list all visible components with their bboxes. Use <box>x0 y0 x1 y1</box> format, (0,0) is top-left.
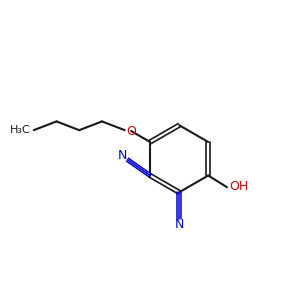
Text: N: N <box>118 149 127 162</box>
Text: H₃C: H₃C <box>10 124 30 135</box>
Text: N: N <box>175 218 184 231</box>
Text: OH: OH <box>230 179 249 193</box>
Text: O: O <box>126 124 136 137</box>
